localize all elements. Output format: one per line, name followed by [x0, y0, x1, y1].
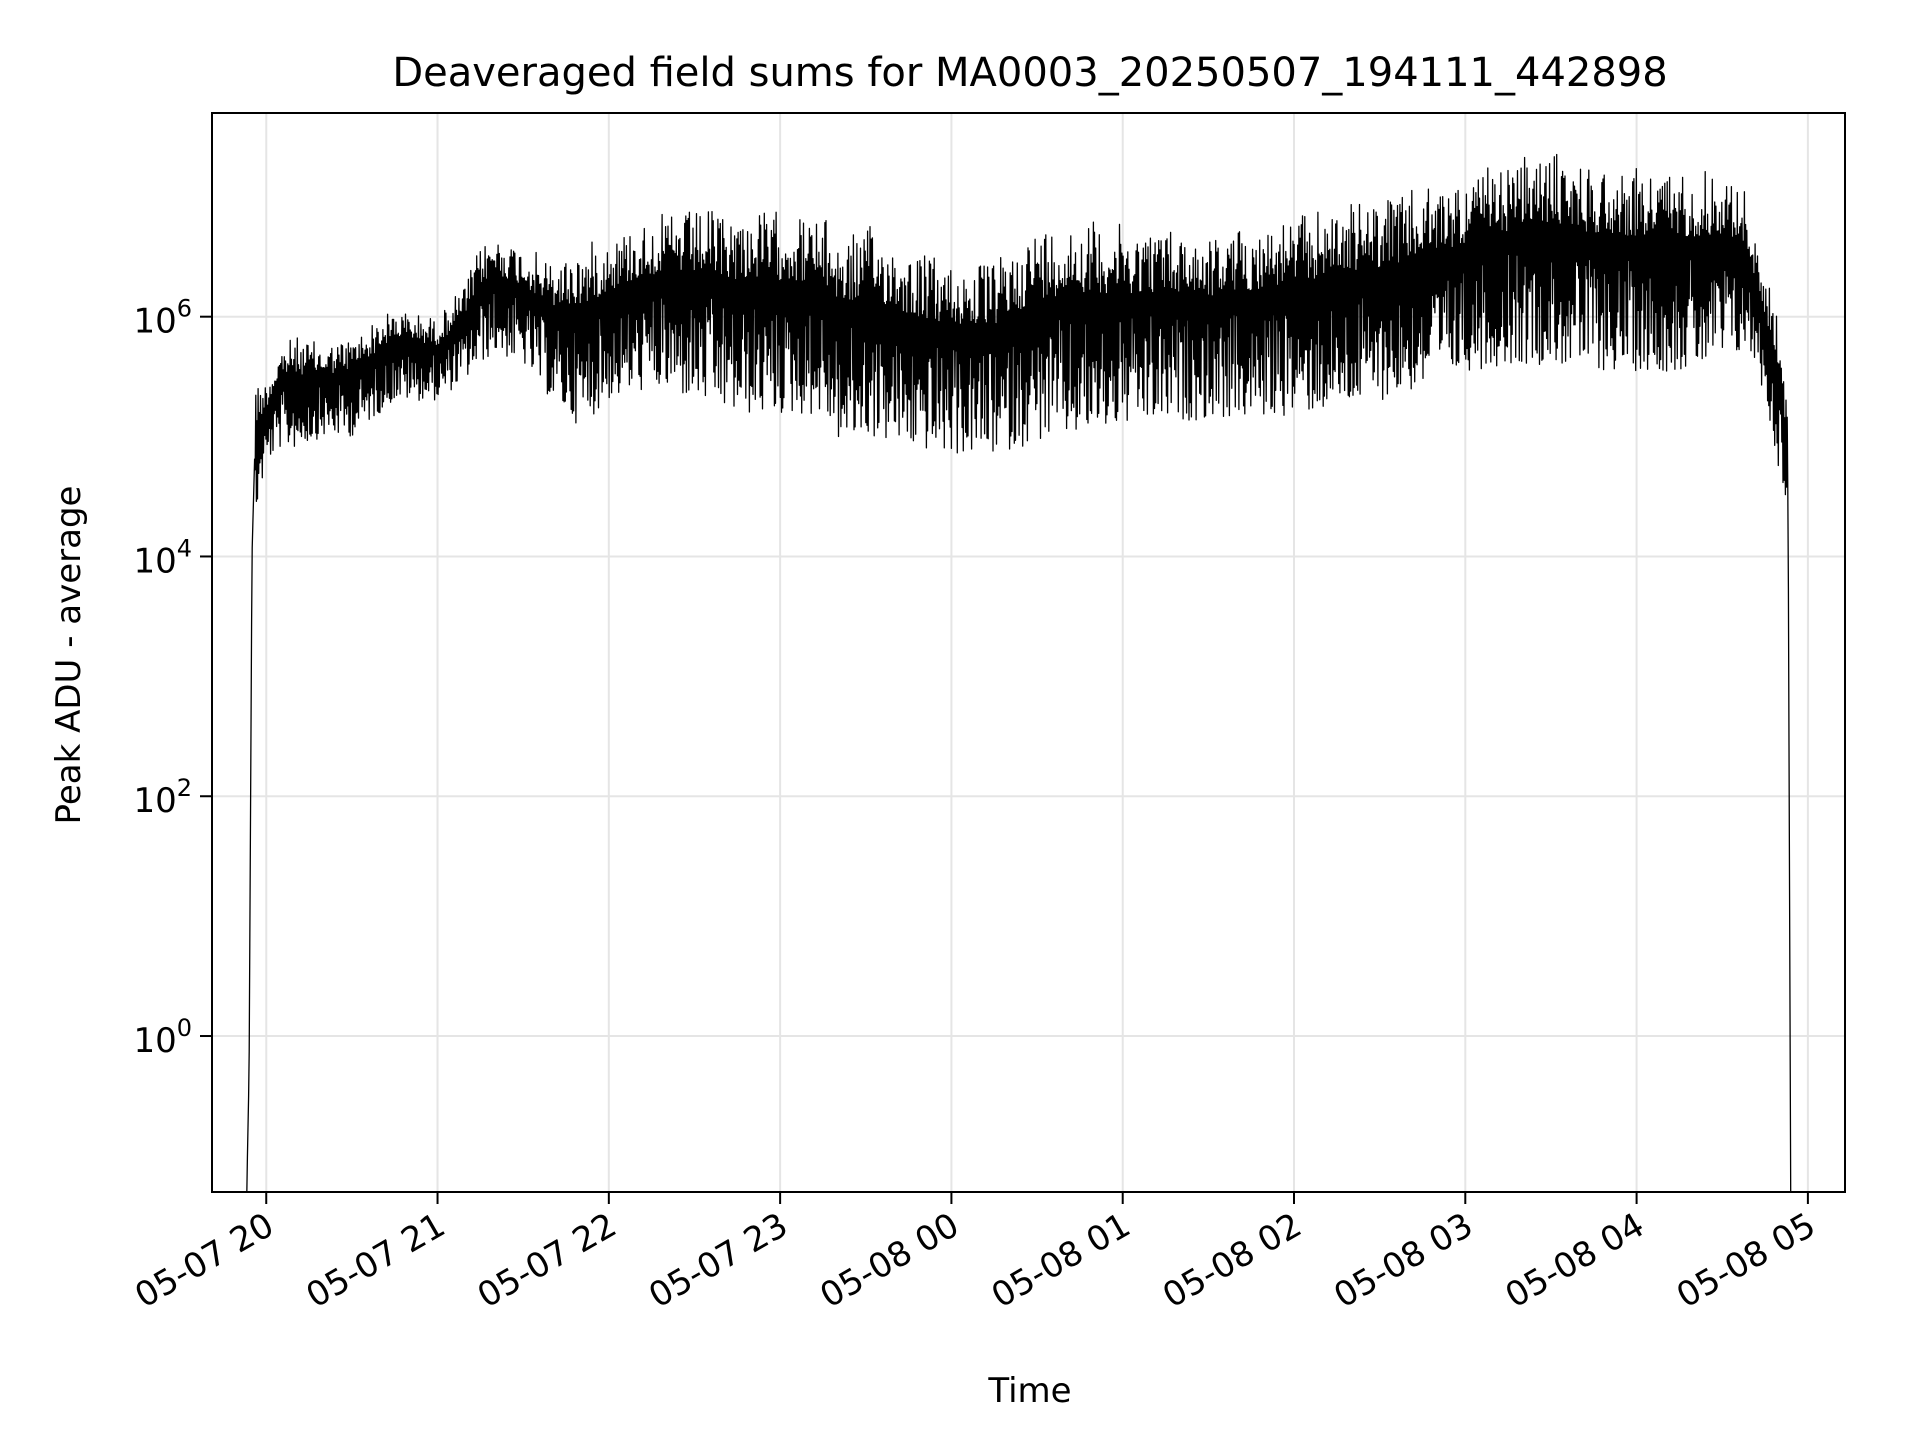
series-line: [246, 153, 1792, 1192]
x-tick-label: 05-07 21: [300, 1205, 452, 1316]
x-tick-label: 05-08 04: [1499, 1205, 1651, 1316]
y-tick-label: 100: [133, 1014, 192, 1061]
y-tick-base: 10: [133, 541, 176, 581]
x-tick-label: 05-08 03: [1327, 1205, 1479, 1316]
x-tick-label: 05-07 20: [128, 1205, 280, 1316]
x-tick-label: 05-08 01: [985, 1205, 1137, 1316]
y-tick-base: 10: [133, 781, 176, 821]
x-tick-label: 05-07 22: [471, 1205, 623, 1316]
y-axis-label: Peak ADU - average: [49, 486, 89, 825]
chart-title: Deaveraged field sums for MA0003_2025050…: [392, 50, 1667, 96]
x-tick-label: 05-07 23: [642, 1205, 794, 1316]
data-series-line: [246, 153, 1792, 1192]
plot-frame: [211, 112, 1846, 1193]
x-tick-label: 05-08 02: [1156, 1205, 1308, 1316]
y-tick-exponent: 6: [177, 295, 192, 323]
x-tick-label: 05-08 05: [1670, 1205, 1822, 1316]
x-axis-label: Time: [987, 1371, 1071, 1411]
y-tick-exponent: 2: [177, 774, 192, 802]
y-tick-base: 10: [133, 302, 176, 342]
x-tick-label: 05-08 00: [814, 1205, 966, 1316]
y-tick-label: 102: [133, 774, 192, 821]
y-tick-base: 10: [133, 1021, 176, 1061]
y-tick-label: 106: [133, 295, 192, 342]
y-tick-exponent: 4: [177, 534, 192, 562]
y-tick-exponent: 0: [177, 1014, 192, 1042]
y-tick-label: 104: [133, 534, 192, 581]
x-axis: 05-07 20 05-07 21 05-07 22 05-07 23 05-08 00…: [128, 1192, 1822, 1316]
